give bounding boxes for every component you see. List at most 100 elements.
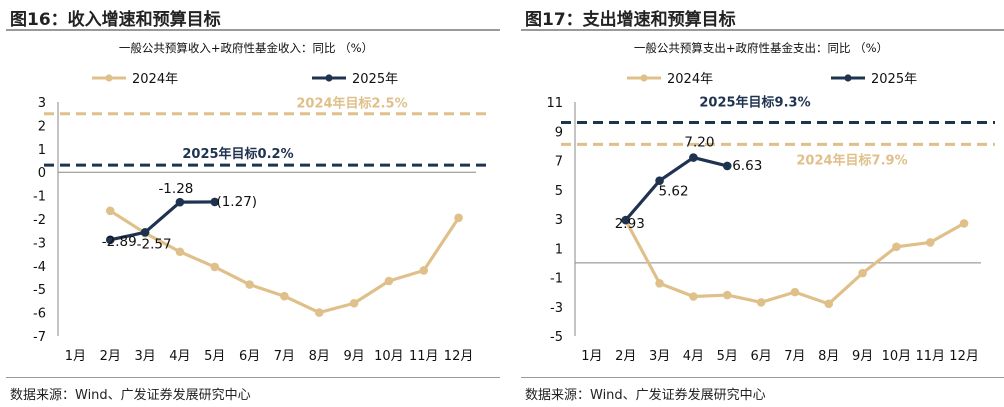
series-line-2025年	[624, 155, 728, 222]
legend-label: 2025年	[352, 72, 398, 87]
y-tick-label: -5	[33, 283, 46, 298]
target-label: 2025年目标9.3%	[699, 94, 810, 110]
y-tick-label: 3	[38, 96, 46, 111]
data-point	[689, 153, 698, 162]
data-point	[140, 228, 150, 237]
y-tick-label: 0	[38, 166, 46, 181]
y-tick-label: -7	[33, 330, 46, 345]
y-tick-label: -1	[550, 272, 563, 287]
data-point	[245, 280, 254, 289]
legend-marker	[844, 74, 852, 82]
x-tick-label: 9月	[343, 349, 364, 364]
x-tick-label: 5月	[717, 349, 738, 364]
figure-title: 图17：支出增速和预算目标	[525, 10, 736, 30]
source-divider	[6, 377, 500, 378]
data-source: 数据来源：Wind、广发证券发展研究中心	[525, 388, 766, 403]
data-point	[824, 299, 834, 309]
data-point	[689, 292, 698, 301]
x-tick-label: 10月	[374, 349, 404, 364]
legend-marker	[105, 74, 113, 82]
x-tick-label: 3月	[649, 349, 670, 364]
y-tick-label: 1	[555, 242, 563, 257]
y-tick-label: -4	[33, 260, 46, 275]
figure-16-panel: 图16：收入增速和预算目标 一般公共预算收入+政府性基金收入：同比 （%） 202…	[0, 0, 500, 407]
x-tick-label: 8月	[818, 349, 839, 364]
target-label: 2024年目标2.5%	[296, 96, 407, 112]
x-tick-label: 11月	[409, 349, 439, 364]
figure-title: 图16：收入增速和预算目标	[10, 10, 221, 30]
data-label: 6.63	[732, 158, 762, 174]
data-point	[314, 308, 324, 317]
y-tick-label: 7	[555, 155, 563, 170]
legend-label: 2025年	[871, 72, 917, 87]
data-source: 数据来源：Wind、广发证券发展研究中心	[10, 388, 251, 403]
x-tick-label: 4月	[683, 349, 704, 364]
expenditure-growth-chart: 一般公共预算支出+政府性基金支出：同比 （%） 2024年 2025年 11 9 7 5 3 1…	[546, 41, 995, 364]
data-label: 2.93	[615, 216, 645, 232]
x-tick-label: 9月	[852, 349, 873, 364]
data-point	[892, 242, 901, 252]
y-tick-label: 1	[38, 143, 46, 158]
x-tick-label: 3月	[134, 349, 155, 364]
data-point	[722, 161, 732, 171]
data-label: -1.28	[158, 181, 193, 197]
data-point	[175, 247, 185, 257]
target-label: 2024年目标7.9%	[796, 152, 907, 168]
y-tick-label: -2	[33, 213, 46, 228]
data-point	[858, 268, 867, 278]
x-tick-label: 1月	[581, 349, 602, 364]
source-divider	[521, 377, 1004, 378]
data-label: (1.27)	[216, 194, 257, 210]
data-label: 5.62	[659, 184, 689, 200]
x-tick-label: 6月	[750, 349, 771, 364]
chart-title: 一般公共预算支出+政府性基金支出：同比 （%）	[634, 41, 888, 55]
x-tick-label: 4月	[169, 349, 190, 364]
data-point	[210, 197, 220, 207]
y-tick-label: 11	[546, 96, 563, 111]
data-point	[419, 266, 429, 275]
title-divider	[6, 29, 500, 31]
x-tick-label: 11月	[915, 349, 945, 364]
x-tick-label: 2月	[615, 349, 636, 364]
target-label: 2025年目标0.2%	[182, 146, 293, 162]
y-tick-label: -3	[550, 301, 563, 316]
data-label: -2.89	[102, 234, 137, 250]
data-point	[280, 291, 289, 301]
x-tick-label: 5月	[204, 349, 225, 364]
title-divider	[521, 29, 1004, 31]
x-tick-label: 12月	[444, 349, 474, 364]
x-tick-label: 2月	[100, 349, 121, 364]
data-point	[655, 176, 664, 185]
y-tick-label: -1	[33, 190, 46, 205]
data-point	[454, 213, 463, 223]
data-point	[790, 287, 800, 297]
data-label: 7.20	[684, 135, 714, 151]
data-point	[210, 262, 220, 272]
y-tick-label: 9	[555, 125, 563, 140]
data-point	[959, 219, 969, 228]
legend-marker	[640, 74, 648, 82]
y-tick-label: 5	[555, 184, 563, 199]
y-tick-label: 2	[38, 119, 46, 134]
x-tick-label: 6月	[239, 349, 260, 364]
y-tick-label: -5	[550, 330, 563, 345]
x-tick-label: 1月	[65, 349, 86, 364]
x-tick-label: 8月	[309, 349, 330, 364]
chart-title: 一般公共预算收入+政府性基金收入：同比 （%）	[119, 41, 373, 55]
data-point	[105, 206, 115, 216]
y-tick-label: -6	[33, 307, 46, 322]
legend-label: 2024年	[667, 72, 713, 87]
y-tick-label: -3	[33, 236, 46, 251]
data-point	[925, 238, 935, 247]
revenue-growth-chart: 一般公共预算收入+政府性基金收入：同比 （%） 2024年 2025年 3 2 1 0 -1 -…	[33, 41, 490, 364]
data-point	[621, 215, 631, 225]
x-tick-label: 10月	[882, 349, 912, 364]
series-line-2025年	[109, 200, 215, 242]
data-point	[349, 298, 359, 308]
data-point	[756, 298, 766, 307]
data-point	[105, 235, 115, 245]
data-label: -2.57	[137, 236, 172, 252]
data-point	[655, 279, 664, 288]
y-tick-label: 3	[555, 213, 563, 228]
data-point	[384, 276, 394, 286]
